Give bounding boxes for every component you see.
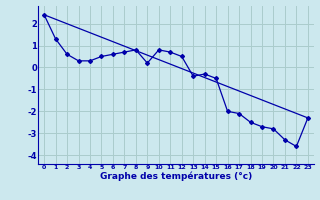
X-axis label: Graphe des températures (°c): Graphe des températures (°c)	[100, 171, 252, 181]
